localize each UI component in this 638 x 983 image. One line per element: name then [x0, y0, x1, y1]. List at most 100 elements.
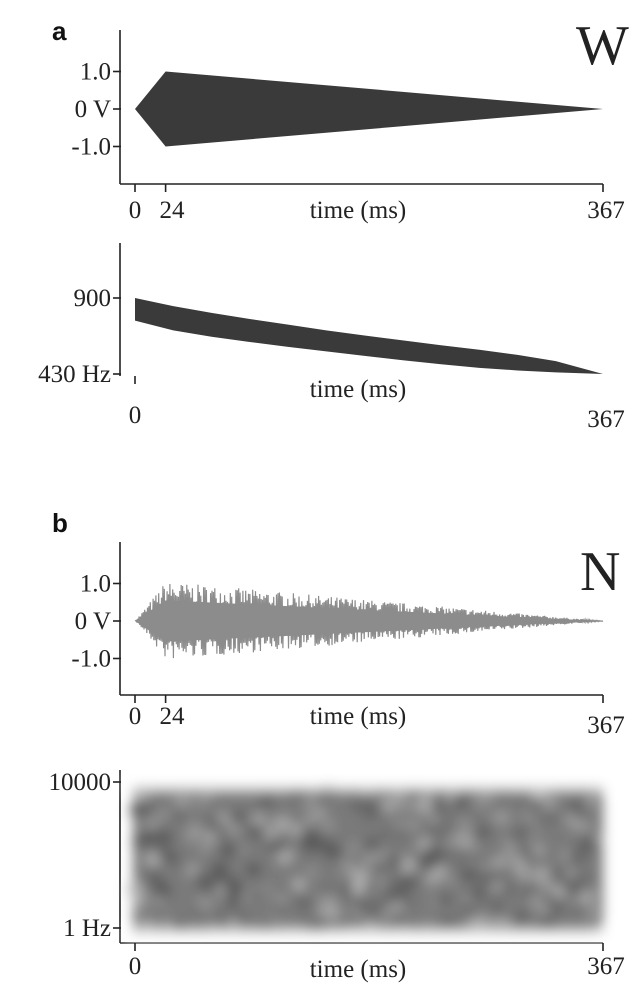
spectrum-cell [550, 796, 560, 807]
spectrum-cell [460, 865, 478, 882]
spectrum-cell [518, 824, 533, 839]
x-tick-label: 367 [587, 712, 625, 739]
spectrum-cell [224, 820, 241, 837]
spectrum-cell [230, 810, 245, 824]
spectrum-cell [382, 919, 391, 928]
spectrum-cell [174, 797, 183, 806]
spectrum-cell [154, 896, 164, 905]
spectrum-cell [533, 866, 551, 884]
spectrum-cell [417, 799, 435, 817]
spectrum-fade [125, 778, 615, 792]
y-tick-label: 1 Hz [63, 915, 111, 942]
spectrum-cell [186, 822, 204, 840]
spectrum-cell [198, 897, 211, 910]
spectrum-cell [305, 814, 316, 825]
spectrum-cell [346, 845, 355, 853]
spectrum-cell [536, 903, 549, 916]
y-tick-label: 1.0 [80, 59, 111, 86]
spectrum-cell [585, 796, 595, 807]
spectrum-cell [395, 819, 404, 828]
spectrum-cell [564, 880, 582, 898]
spectrum-cell [199, 843, 210, 854]
spectrum-cell [237, 845, 246, 854]
x-tick-label: 367 [587, 197, 625, 224]
spectrum-cell [171, 858, 179, 867]
spectrum-cell [377, 877, 384, 885]
spectrum-cell [555, 903, 562, 910]
spectrum-cell [197, 797, 206, 806]
spectrum-cell [495, 871, 505, 881]
spectrum-cell [362, 852, 378, 867]
spectrum-cell [328, 892, 343, 907]
x-tick-label: 0 [129, 953, 142, 980]
spectrum-cell [131, 834, 147, 849]
spectrum-cell [464, 894, 472, 902]
spectrum-cell [351, 800, 361, 811]
spectrum-cell [415, 840, 427, 853]
x-tick-label: 0 [129, 197, 142, 224]
x-tick-label: 24 [160, 197, 186, 224]
spectrum-cell [129, 802, 144, 818]
frequency-band [135, 298, 603, 374]
spectrum-cell [382, 909, 390, 917]
spectrum-cell [435, 815, 451, 832]
spectrum-cell [442, 792, 457, 808]
spectrum-cell [154, 881, 172, 899]
spectrum-cell [162, 850, 172, 860]
spectrum-cell [532, 843, 545, 856]
x-axis-label: time (ms) [310, 703, 407, 730]
spectrum-cell [202, 878, 215, 891]
spectrum-cell [235, 912, 246, 922]
spectrum-cell [534, 790, 546, 802]
spectrum-cell [203, 790, 214, 801]
x-tick-label: 367 [587, 953, 625, 980]
spectrum-cell [245, 861, 262, 878]
spectrum-cell [305, 798, 317, 810]
spectrum-cell [409, 823, 416, 830]
spectrum-cell [568, 796, 586, 814]
spectrum-cell [290, 823, 304, 837]
spectrum-cell [314, 914, 322, 923]
spectrum-cell [156, 830, 173, 847]
spectrum-cell [464, 913, 480, 930]
spectrum-cell [424, 920, 431, 927]
spectrum-cell [564, 866, 579, 881]
spectrum-cell [250, 825, 266, 841]
spectrum-cell [240, 891, 250, 901]
spectrum-cell [134, 789, 149, 804]
spectrum-cell [323, 820, 334, 831]
spectrum-cell [388, 856, 402, 870]
panel-a-big-label: W [576, 15, 629, 77]
spectrum-cell [362, 836, 379, 853]
spectrum-cell [458, 817, 474, 833]
spectrum-cell [216, 895, 224, 903]
spectrum-cell [543, 812, 555, 823]
spectrum-cell [447, 877, 455, 885]
spectrum-cell [226, 906, 237, 916]
y-tick-label: 900 [74, 285, 112, 312]
spectrum-cell [505, 884, 516, 895]
spectrum-cell [541, 802, 553, 814]
spectrum-cell [432, 864, 447, 879]
spectrum-cell [403, 806, 411, 813]
spectrum-cell [144, 814, 161, 831]
spectrum-cell [464, 903, 475, 914]
spectrum-cell [214, 885, 222, 893]
spectrum-cell [279, 915, 287, 923]
spectrum-cell [443, 917, 455, 929]
noise-spectrum [125, 778, 615, 942]
spectrum-cell [305, 866, 317, 878]
spectrum-cell [231, 894, 239, 902]
y-tick-label: 10000 [49, 769, 112, 796]
spectrum-cell [390, 790, 408, 808]
spectrum-cell [589, 906, 599, 917]
spectrum-cell [552, 868, 567, 883]
spectrum-cell [196, 881, 204, 889]
spectrum-cell [393, 911, 401, 919]
spectrum-cell [474, 794, 489, 809]
x-axis-label: time (ms) [310, 376, 407, 403]
spectrum-cell [342, 859, 354, 871]
y-tick-label: 430 Hz [38, 361, 111, 388]
spectrum-cell [366, 897, 383, 914]
